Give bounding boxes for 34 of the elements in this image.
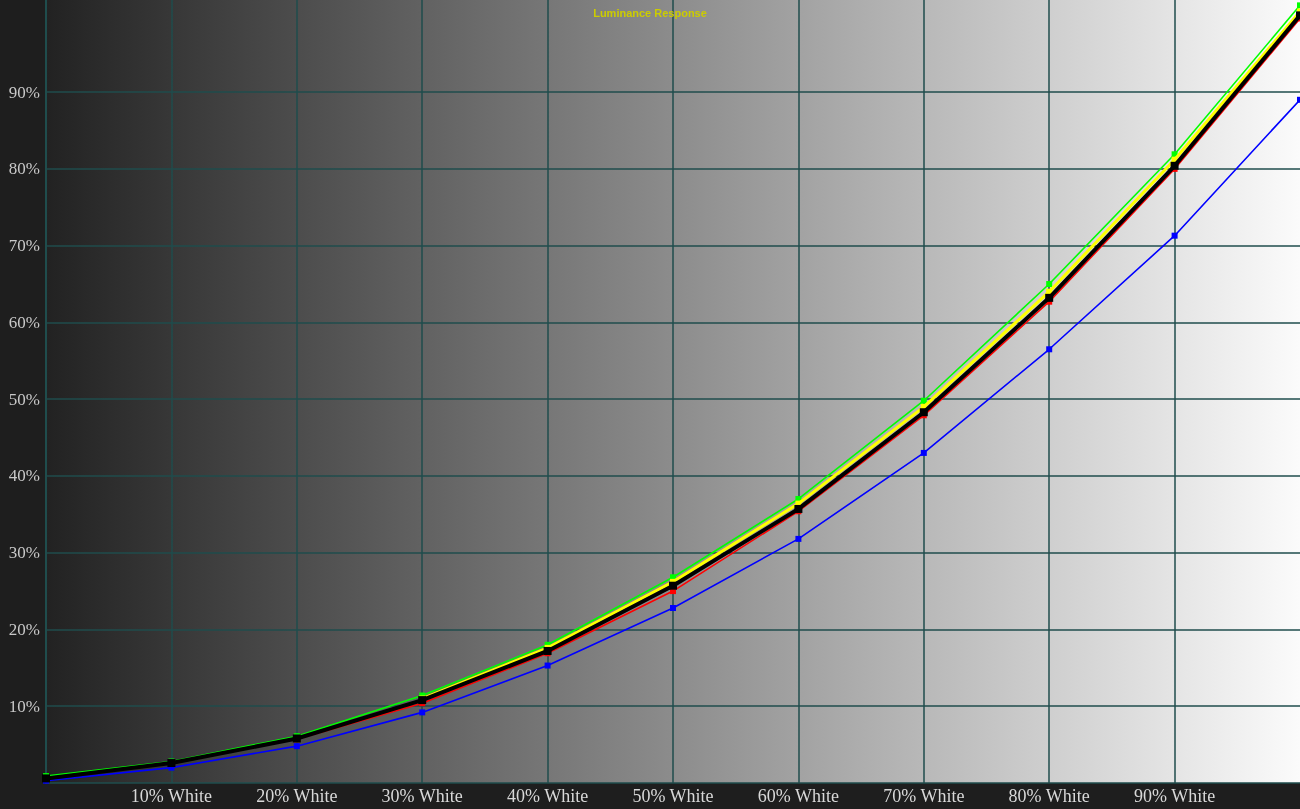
point [670,604,676,611]
y-tick-label: 20% [8,619,40,639]
point [920,449,927,456]
point [1046,346,1053,353]
point [1045,293,1054,302]
x-tick-label: 40% White [507,786,589,806]
y-tick-label: 40% [8,466,40,486]
point [419,709,426,716]
point [920,397,927,404]
x-tick-label: 50% White [632,786,714,806]
x-tick-label: 20% White [256,786,338,806]
y-tick-label: 80% [8,159,40,179]
y-tick-label: 10% [8,696,40,716]
point [1046,281,1053,288]
point [1170,161,1179,170]
x-tick-label: 30% White [381,786,463,806]
point [669,581,677,590]
y-tick-label: 30% [8,543,40,563]
point [794,504,803,513]
y-tick-label: 70% [8,236,40,256]
y-tick-label: 50% [8,389,40,409]
y-tick-label: 60% [8,312,40,332]
point [544,662,551,669]
point [543,646,552,655]
point [293,743,300,750]
point [919,408,928,417]
point [795,535,802,542]
x-tick-label: 60% White [757,786,839,806]
x-tick-label: 80% White [1008,786,1090,806]
point [1171,232,1178,239]
x-tick-label: 10% White [130,786,212,806]
y-tick-label: 90% [8,82,40,102]
x-tick-label: 70% White [883,786,965,806]
x-tick-label: 90% White [1134,786,1216,806]
